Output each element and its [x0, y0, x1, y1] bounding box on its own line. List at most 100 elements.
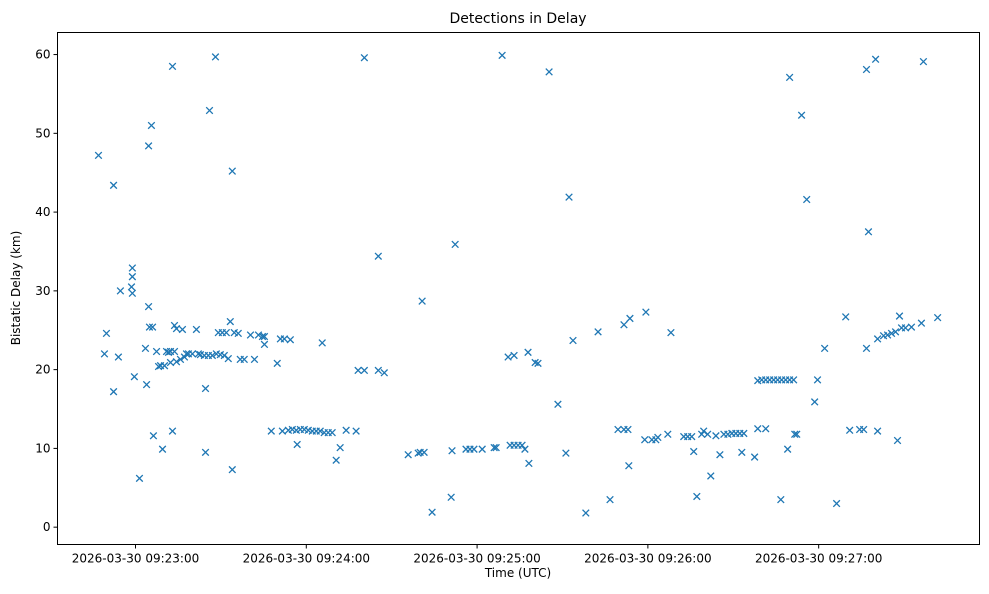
data-point [845, 426, 854, 435]
data-point [447, 493, 455, 501]
data-point [871, 55, 880, 64]
data-point [895, 312, 904, 320]
data-point [625, 461, 633, 470]
data-point [211, 53, 220, 61]
data-point [280, 335, 289, 343]
data-point [145, 323, 154, 331]
data-point [240, 355, 248, 364]
data-point [170, 347, 179, 356]
data-point [228, 465, 237, 474]
data-point [374, 366, 383, 375]
x-tick-label: 2026-03-30 09:24:00 [243, 552, 370, 566]
data-point [188, 350, 197, 358]
data-point [380, 369, 389, 377]
data-point [883, 331, 892, 339]
data-point [144, 302, 153, 311]
data-point [712, 432, 720, 440]
data-point [142, 380, 151, 389]
data-point [873, 427, 882, 435]
data-point [228, 167, 237, 175]
axis-ticks: 2026-03-30 09:23:00 2026-03-30 09:24:00 20… [35, 48, 882, 566]
data-point [738, 448, 746, 457]
data-point [534, 359, 542, 368]
data-point [510, 351, 518, 360]
x-tick-label: 2026-03-30 09:26:00 [584, 552, 711, 566]
data-point [802, 195, 811, 204]
data-point [178, 325, 187, 334]
data-point [152, 347, 161, 356]
data-point [693, 492, 701, 501]
data-point [226, 317, 235, 326]
data-point [761, 424, 770, 433]
data-point [130, 372, 139, 381]
data-point [127, 283, 136, 291]
data-point [168, 427, 177, 435]
data-point [492, 443, 500, 452]
data-point [525, 459, 533, 468]
data-point [176, 355, 185, 364]
data-point [246, 331, 255, 339]
data-point [318, 339, 326, 347]
data-point [862, 65, 871, 74]
data-point [273, 359, 282, 368]
data-point [360, 366, 369, 375]
data-point [820, 344, 829, 353]
data-point [128, 272, 137, 281]
data-point [862, 344, 871, 353]
data-point [100, 350, 109, 358]
data-point [128, 289, 137, 297]
data-point [168, 62, 177, 71]
data-point [864, 228, 873, 236]
data-point [144, 142, 153, 150]
data-point [606, 495, 614, 504]
data-point [716, 450, 724, 459]
data-point [841, 313, 850, 321]
data-point [478, 445, 486, 453]
data-point [620, 320, 628, 329]
data-point [614, 425, 622, 434]
data-point [504, 353, 512, 361]
y-tick-label: 60 [35, 48, 50, 62]
data-point [166, 358, 175, 367]
data-point [201, 384, 210, 393]
data-point [208, 351, 217, 360]
data-point [740, 429, 748, 438]
data-point [116, 287, 125, 295]
data-point [917, 319, 926, 327]
data-point [94, 151, 103, 160]
data-point [594, 328, 602, 336]
data-point [135, 474, 144, 483]
data-point [750, 453, 759, 461]
data-point [148, 323, 157, 331]
data-point [404, 450, 412, 459]
chart-title: Detections in Delay [449, 11, 586, 27]
data-point [783, 445, 792, 453]
y-tick-label: 40 [35, 205, 50, 219]
data-point [891, 328, 900, 336]
x-tick-label: 2026-03-30 09:25:00 [413, 552, 540, 566]
data-point [569, 336, 577, 345]
y-tick-label: 20 [35, 363, 50, 377]
data-point [545, 68, 553, 76]
data-point [792, 430, 801, 438]
data-point [260, 340, 269, 349]
data-point [128, 264, 137, 272]
data-point [328, 428, 336, 437]
data-point [521, 445, 529, 453]
data-point [286, 335, 295, 344]
data-point [919, 57, 928, 66]
data-point [667, 328, 675, 337]
data-point [201, 448, 210, 457]
data-point [147, 121, 156, 130]
data-point [114, 353, 123, 361]
data-point [582, 509, 590, 517]
data-point [250, 355, 259, 364]
data-point [428, 508, 436, 516]
data-point [687, 432, 696, 441]
data-point [267, 427, 276, 435]
data-point [789, 376, 798, 384]
data-point [785, 73, 794, 82]
data-point [518, 441, 526, 450]
data-point [753, 424, 762, 433]
data-point [887, 329, 896, 338]
